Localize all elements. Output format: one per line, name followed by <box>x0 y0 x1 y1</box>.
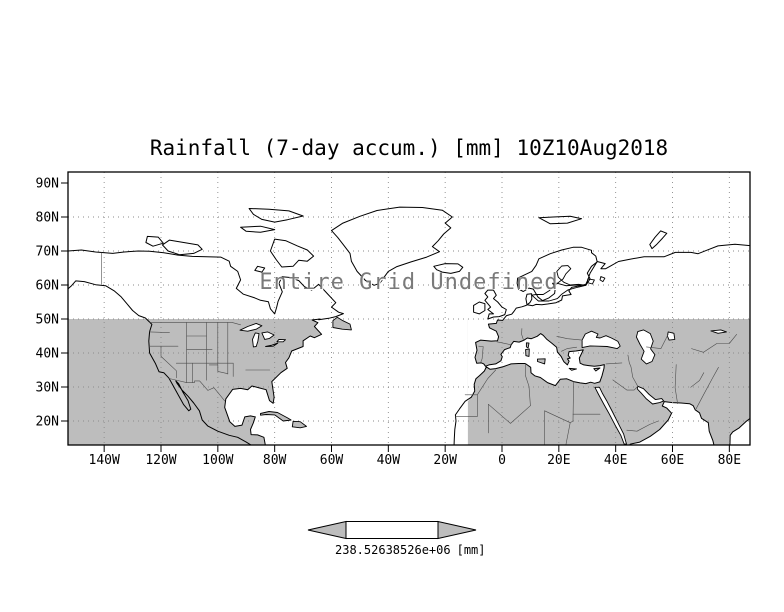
island-cuba <box>260 411 292 422</box>
political-border <box>627 354 639 387</box>
lat-tick-label: 70N <box>36 245 59 260</box>
coastline-ellesmere <box>248 208 304 223</box>
lat-tick-label: 20N <box>36 415 59 430</box>
political-border <box>496 341 512 346</box>
colorbar-min-label: 238.526 <box>335 543 386 557</box>
lake-erie <box>265 342 279 347</box>
lon-tick-label: 40W <box>377 453 401 468</box>
lat-tick-label: 30N <box>36 381 59 396</box>
island-hispaniola <box>291 420 307 429</box>
lon-tick-label: 0 <box>498 453 506 468</box>
political-border <box>149 331 170 333</box>
island-sicily <box>537 358 546 365</box>
lon-tick-label: 80E <box>718 453 741 468</box>
coastline-iceland <box>433 263 464 274</box>
political-border <box>674 364 678 404</box>
political-border <box>488 404 531 424</box>
plot-title: Rainfall (7-day accum.) [mm] 10Z10Aug201… <box>149 136 669 160</box>
coastline-devon-island <box>240 225 276 233</box>
coastline-svalbard <box>538 215 583 225</box>
red-sea <box>594 386 627 445</box>
island-crete <box>568 367 577 371</box>
lat-tick-label: 50N <box>36 313 59 328</box>
political-border <box>478 345 484 363</box>
map-frame <box>67 171 751 446</box>
island-newfoundland <box>332 316 352 331</box>
island-sardinia <box>525 348 530 357</box>
water-arabian-sea <box>629 401 715 445</box>
coastline-scandinavia <box>516 246 598 302</box>
colorbar-labels: 238.52638526e+06 [mm] <box>335 543 486 557</box>
lake-onega <box>599 276 606 283</box>
lon-tick-label: 120W <box>145 453 176 468</box>
lon-tick-label: 100W <box>202 453 233 468</box>
lon-tick-label: 80W <box>263 453 287 468</box>
political-border <box>556 336 583 341</box>
political-border <box>209 364 229 374</box>
colorbar-units-label: [mm] <box>456 543 486 557</box>
lat-tick-label: 60N <box>36 279 59 294</box>
lat-tick-label: 80N <box>36 211 59 226</box>
political-border <box>565 422 571 445</box>
coastline-novaya-zemlya <box>649 230 668 250</box>
coastline-britain <box>484 289 507 320</box>
water-east-atlantic <box>467 319 505 402</box>
political-border <box>160 345 177 379</box>
lon-tick-label: 60W <box>320 453 344 468</box>
lon-tick-label: 40E <box>604 453 627 468</box>
political-border <box>646 334 669 349</box>
persian-gulf <box>636 385 665 405</box>
colorbar-left-arrow <box>307 520 347 540</box>
lake-ontario <box>276 338 286 343</box>
coastline-north-america <box>68 249 344 445</box>
political-border <box>569 420 574 423</box>
lake-michigan <box>252 332 260 348</box>
political-border <box>477 369 496 396</box>
political-border <box>612 379 639 391</box>
coastline-southampton <box>254 265 266 273</box>
colorbar <box>307 520 477 540</box>
political-border <box>455 394 478 417</box>
political-border <box>149 322 241 326</box>
colorbar-box <box>345 521 439 539</box>
political-border <box>691 334 737 353</box>
map-layers <box>68 172 750 445</box>
political-border <box>626 420 659 432</box>
coastline-banks-island <box>145 235 164 247</box>
coastline-victoria-island <box>161 239 203 256</box>
coastline-greenland <box>331 206 453 286</box>
lake-huron <box>261 331 275 340</box>
lon-tick-label: 20W <box>433 453 457 468</box>
lake-superior <box>239 322 263 332</box>
coastline-eurasia-africa <box>453 243 750 445</box>
colorbar-right-arrow <box>437 520 477 540</box>
political-border <box>168 378 225 402</box>
political-border <box>690 372 705 388</box>
lake-balkhash <box>710 329 727 334</box>
lon-tick-label: 60E <box>661 453 684 468</box>
political-border <box>525 363 531 406</box>
grid-undefined-message: Entire Grid Undefined <box>259 270 559 295</box>
lat-tick-label: 40N <box>36 347 59 362</box>
water-west-atlantic <box>224 319 332 445</box>
political-border <box>544 410 571 423</box>
water-bay-of-bengal <box>729 418 750 445</box>
colorbar-max-label: 38526e+06 <box>385 543 451 557</box>
political-border <box>521 328 524 341</box>
political-border <box>695 367 719 410</box>
black-sea <box>581 330 621 350</box>
lon-tick-label: 140W <box>89 453 120 468</box>
coastline-baffin <box>269 238 315 268</box>
coastline-ireland <box>473 301 486 315</box>
political-border <box>605 362 623 365</box>
island-corsica <box>525 342 530 349</box>
lon-tick-label: 20E <box>547 453 570 468</box>
aral-sea <box>666 331 676 341</box>
political-border <box>561 346 577 352</box>
island-cyprus <box>593 367 601 372</box>
lat-tick-label: 90N <box>36 177 59 192</box>
caspian-sea <box>635 329 656 365</box>
